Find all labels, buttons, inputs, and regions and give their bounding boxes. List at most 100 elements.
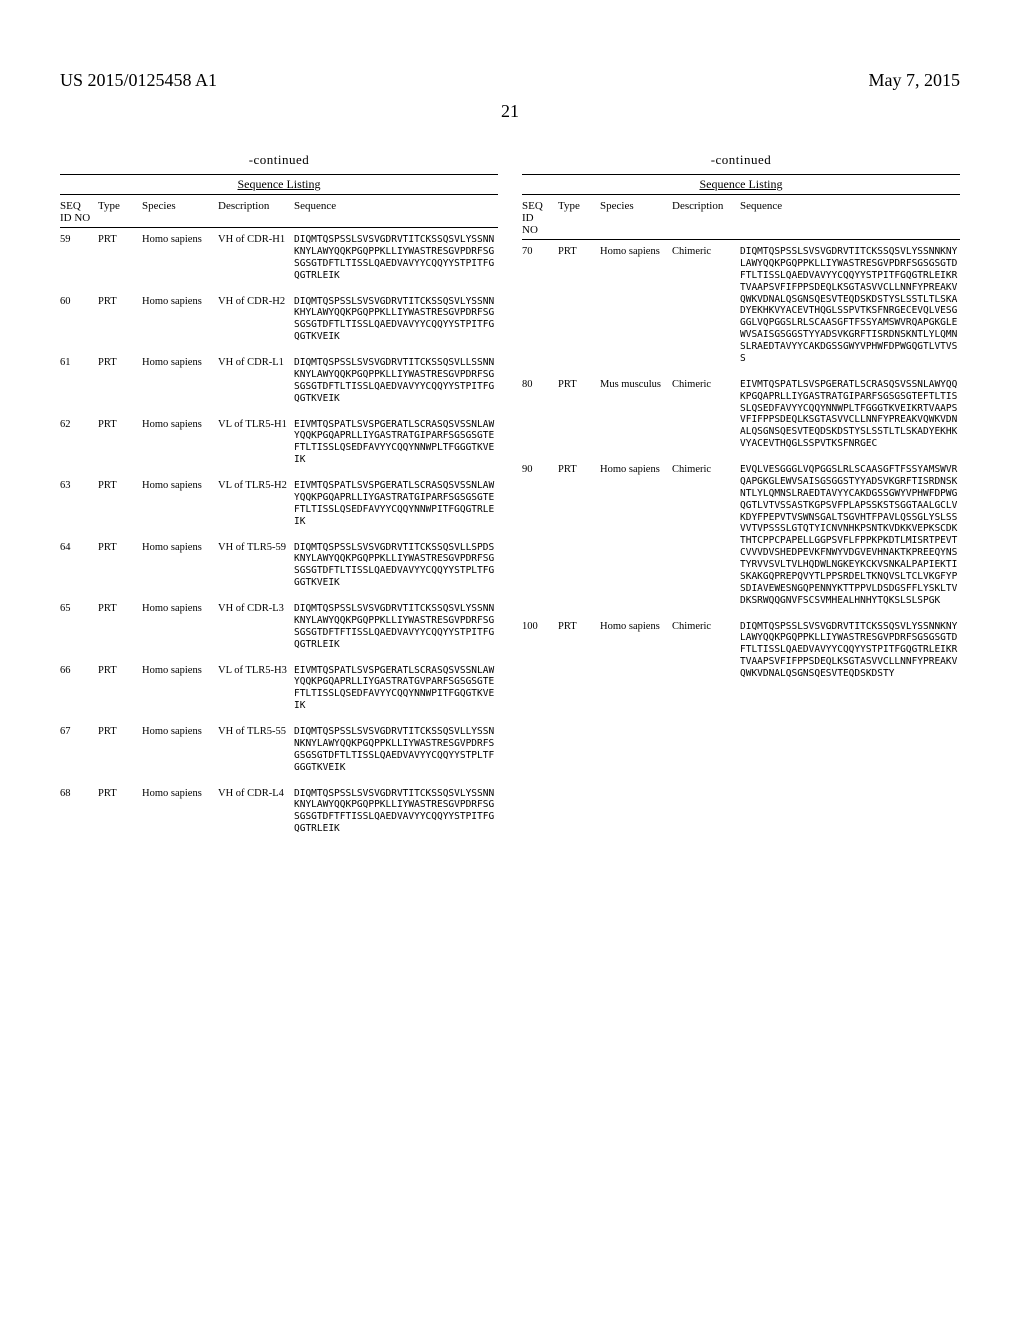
cell-c1: 90 bbox=[522, 464, 552, 475]
cell-c1: 62 bbox=[60, 419, 92, 430]
col-description: Description bbox=[218, 200, 288, 224]
table-row: 66PRTHomo sapiensVL of TLR5-H3EIVMTQSPAT… bbox=[60, 659, 498, 721]
cell-c1: 59 bbox=[60, 234, 92, 245]
table-row: 65PRTHomo sapiensVH of CDR-L3DIQMTQSPSSL… bbox=[60, 597, 498, 659]
cell-c4: VH of TLR5-55 bbox=[218, 726, 288, 737]
cell-c5: DIQMTQSPSSLSVSVGDRVTITCKSSQSVLYSSNNKNYLA… bbox=[740, 246, 960, 365]
cell-c4: Chimeric bbox=[672, 246, 734, 257]
cell-c4: Chimeric bbox=[672, 464, 734, 475]
continued-label: -continued bbox=[522, 152, 960, 168]
cell-c5: DIQMTQSPSSLSVSVGDRVTITCKSSQSVLYSSNNKNYLA… bbox=[294, 234, 498, 282]
table-row: 80 PRT Mus musculus Chimeric EIVMTQSPATLSVSP… bbox=[522, 373, 960, 458]
cell-c5: DIQMTQSPSSLSVSVGDRVTITCKSSQSVLLSSNNKNYLA… bbox=[294, 357, 498, 405]
cell-c4: VH of CDR-L3 bbox=[218, 603, 288, 614]
cell-c2: PRT bbox=[98, 480, 136, 491]
cell-c1: 67 bbox=[60, 726, 92, 737]
col-seq-id: SEQ ID NO bbox=[60, 200, 92, 224]
cell-c4: Chimeric bbox=[672, 621, 734, 632]
cell-c3: Homo sapiens bbox=[142, 542, 212, 553]
cell-c3: Homo sapiens bbox=[142, 296, 212, 307]
cell-c4: VH of CDR-H1 bbox=[218, 234, 288, 245]
cell-c3: Mus musculus bbox=[600, 379, 666, 390]
cell-c5: DIQMTQSPSSLSVSVGDRVTITCKSSQSVLYSSNNKNYLA… bbox=[294, 788, 498, 836]
cell-c3: Homo sapiens bbox=[142, 357, 212, 368]
table-row: 100PRTHomo sapiensChimericDIQMTQSPSSLSVS… bbox=[522, 615, 960, 688]
table-row: 70 PRT Homo sapiens Chimeric DIQMTQSPSSLSVSV… bbox=[522, 240, 960, 373]
cell-c2: PRT bbox=[98, 234, 136, 245]
col-type: Type bbox=[98, 200, 136, 224]
page-header: US 2015/0125458 A1 May 7, 2015 bbox=[60, 70, 960, 91]
cell-c5: DIQMTQSPSSLSVSVGDRVTITCKSSQSVLYSSNNKNYLA… bbox=[294, 603, 498, 651]
cell-c3: Homo sapiens bbox=[142, 788, 212, 799]
cell-c4: VH of CDR-L4 bbox=[218, 788, 288, 799]
cell-c4: VH of TLR5-59 bbox=[218, 542, 288, 553]
cell-c5: DIQMTQSPSSLSVSVGDRVTITCKSSQSVLLSPDSKNYLA… bbox=[294, 542, 498, 590]
cell-c2: PRT bbox=[98, 357, 136, 368]
cell-c5: EVQLVESGGGLVQPGGSLRLSCAASGFTFSSYAMSWVRQA… bbox=[740, 464, 960, 607]
cell-c4: VL of TLR5-H2 bbox=[218, 480, 288, 491]
cell-c2: PRT bbox=[98, 726, 136, 737]
cell-c1: 65 bbox=[60, 603, 92, 614]
cell-c2: PRT bbox=[558, 379, 594, 390]
page-root: US 2015/0125458 A1 May 7, 2015 21 -conti… bbox=[0, 0, 1020, 1320]
patent-number: US 2015/0125458 A1 bbox=[60, 70, 217, 91]
cell-c5: EIVMTQSPATLSVSPGERATLSCRASQSVSSNLAWYQQKP… bbox=[294, 480, 498, 528]
cell-c3: Homo sapiens bbox=[600, 246, 666, 257]
sequence-listing-title: Sequence Listing bbox=[522, 174, 960, 195]
col-species: Species bbox=[600, 200, 666, 236]
cell-c2: PRT bbox=[98, 419, 136, 430]
cell-c1: 80 bbox=[522, 379, 552, 390]
table-row: 90 PRT Homo sapiens Chimeric EVQLVESGGGLVQPG… bbox=[522, 458, 960, 615]
two-column-layout: -continued Sequence Listing SEQ ID NO Ty… bbox=[60, 152, 960, 843]
cell-c4: VH of CDR-H2 bbox=[218, 296, 288, 307]
cell-c2: PRT bbox=[98, 296, 136, 307]
cell-c1: 63 bbox=[60, 480, 92, 491]
table-row: 67 PRT Homo sapiens VH of TLR5-55 DIQMTQSPSS… bbox=[60, 720, 498, 782]
cell-c1: 66 bbox=[60, 665, 92, 676]
table-row: 68 PRT Homo sapiens VH of CDR-L4 DIQMTQSPSSL… bbox=[60, 782, 498, 844]
cell-c3: Homo sapiens bbox=[142, 480, 212, 491]
table-header: SEQ ID NO Type Species Description Seque… bbox=[60, 197, 498, 228]
cell-c2: PRT bbox=[558, 246, 594, 257]
cell-c3: Homo sapiens bbox=[142, 726, 212, 737]
cell-c4: Chimeric bbox=[672, 379, 734, 390]
cell-c5: DIQMTQSPSSLSVSVGDRVTITCKSSQSVLYSSNNKHYLA… bbox=[294, 296, 498, 344]
table-row: 64PRTHomo sapiensVH of TLR5-59DIQMTQSPSS… bbox=[60, 536, 498, 598]
col-type: Type bbox=[558, 200, 594, 236]
cell-c1: 61 bbox=[60, 357, 92, 368]
cell-c2: PRT bbox=[98, 542, 136, 553]
cell-c5: EIVMTQSPATLSVSPGERATLSCRASQSVSSNLAWYQQKP… bbox=[740, 379, 960, 450]
cell-c4: VL of TLR5-H3 bbox=[218, 665, 288, 676]
cell-c3: Homo sapiens bbox=[600, 464, 666, 475]
cell-c1: 70 bbox=[522, 246, 552, 257]
cell-c2: PRT bbox=[558, 464, 594, 475]
cell-c5: DIQMTQSPSSLSVSVGDRVTITCKSSQSVLLYSSNNKNYL… bbox=[294, 726, 498, 774]
table-header: SEQ ID NO Type Species Description Seque… bbox=[522, 197, 960, 240]
cell-c5: EIVMTQSPATLSVSPGERATLSCRASQSVSSNLAWYQQKP… bbox=[294, 665, 498, 713]
continued-label: -continued bbox=[60, 152, 498, 168]
cell-c1: 68 bbox=[60, 788, 92, 799]
right-column: -continued Sequence Listing SEQ ID NO Ty… bbox=[522, 152, 960, 843]
sequence-listing-title: Sequence Listing bbox=[60, 174, 498, 195]
patent-date: May 7, 2015 bbox=[869, 70, 961, 91]
table-row: 60 PRT Homo sapiens VH of CDR-H2 DIQMTQSPSSL… bbox=[60, 290, 498, 352]
cell-c4: VL of TLR5-H1 bbox=[218, 419, 288, 430]
cell-c2: PRT bbox=[98, 788, 136, 799]
col-species: Species bbox=[142, 200, 212, 224]
table-row: 61 PRT Homo sapiens VH of CDR-L1 DIQMTQSPSSL… bbox=[60, 351, 498, 413]
table-row: 59 PRT Homo sapiens VH of CDR-H1 DIQMTQSPSSL… bbox=[60, 228, 498, 290]
col-sequence: Sequence bbox=[740, 200, 960, 236]
cell-c5: EIVMTQSPATLSVSPGERATLSCRASQSVSSNLAWYQQKP… bbox=[294, 419, 498, 467]
page-number: 21 bbox=[60, 101, 960, 122]
col-description: Description bbox=[672, 200, 734, 236]
cell-c3: Homo sapiens bbox=[142, 234, 212, 245]
cell-c2: PRT bbox=[558, 621, 594, 632]
cell-c1: 100 bbox=[522, 621, 552, 632]
cell-c3: Homo sapiens bbox=[142, 603, 212, 614]
table-row: 62PRTHomo sapiensVL of TLR5-H1EIVMTQSPAT… bbox=[60, 413, 498, 475]
cell-c3: Homo sapiens bbox=[600, 621, 666, 632]
cell-c1: 60 bbox=[60, 296, 92, 307]
col-sequence: Sequence bbox=[294, 200, 498, 224]
cell-c3: Homo sapiens bbox=[142, 665, 212, 676]
cell-c4: VH of CDR-L1 bbox=[218, 357, 288, 368]
